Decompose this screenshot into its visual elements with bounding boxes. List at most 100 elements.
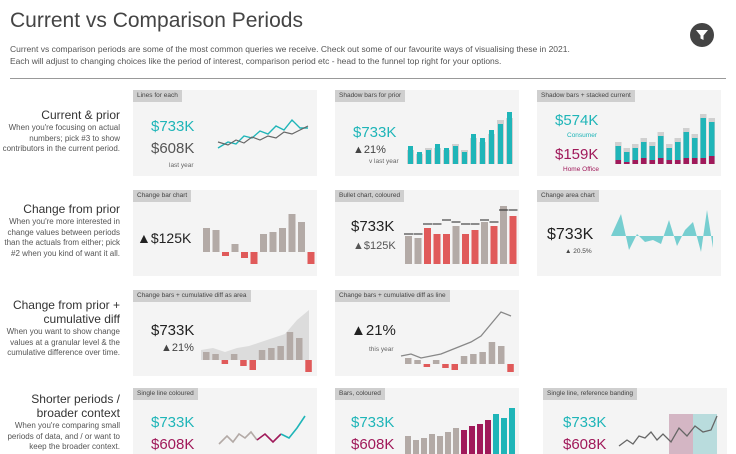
change-value: ▲21%: [161, 342, 194, 354]
change-bar: [260, 234, 267, 252]
row-subtext: When you're more interested in change va…: [4, 217, 120, 258]
consumer-bar: [692, 138, 698, 158]
bar-chart: [407, 112, 513, 164]
change-bar: [507, 364, 514, 372]
period-bar: [429, 434, 435, 454]
current-bar: [435, 144, 440, 164]
bullet-bar: [452, 226, 460, 264]
change-bar: [307, 252, 315, 264]
change-bar: [231, 244, 239, 252]
line-chart: [217, 118, 309, 149]
card-change-bar[interactable]: Change bar chart ▲$125K: [133, 190, 317, 276]
change-bar-chart: [203, 214, 315, 264]
card-tag: Lines for each: [133, 90, 182, 102]
home-office-bar: [641, 158, 647, 164]
consumer-bar: [666, 148, 672, 160]
current-bar: [444, 148, 449, 164]
card-bars-coloured[interactable]: Bars, coloured $733K $608K: [335, 388, 519, 454]
row-heading-line-2: broader context: [36, 406, 120, 420]
home-office-bar: [700, 158, 706, 164]
current-value: $733K: [351, 218, 395, 235]
period-bar: [461, 430, 467, 454]
change-bar: [203, 228, 210, 252]
prior-label: last year: [169, 162, 194, 169]
card-tag: Shadow bars + stacked current: [537, 90, 635, 102]
funnel-icon: [696, 30, 708, 40]
bullet-bar: [414, 238, 422, 264]
card-shadow-stacked[interactable]: Shadow bars + stacked current $574K Cons…: [537, 90, 721, 176]
card-tag: Bullet chart, coloured: [335, 190, 405, 202]
current-value: $733K: [353, 124, 397, 141]
bullet-bar: [509, 216, 517, 264]
change-bar: [230, 354, 238, 360]
current-bar: [507, 112, 512, 164]
consumer-bar: [675, 142, 681, 160]
card-reference-banding[interactable]: Single line, reference banding $733K $60…: [543, 388, 727, 454]
row-subtext: When you're comparing small periods of d…: [7, 421, 120, 451]
change-bar: [212, 230, 220, 252]
cumulative-line: [400, 311, 512, 359]
change-value: ▲21%: [351, 322, 396, 339]
consumer-value: $574K: [555, 112, 599, 129]
consumer-bar: [658, 136, 664, 158]
current-bar: [417, 152, 422, 164]
home-office-bar: [692, 158, 698, 164]
home-office-bar: [709, 156, 715, 164]
card-single-line-coloured[interactable]: Single line coloured $733K $608K: [133, 388, 317, 454]
consumer-bar: [649, 146, 655, 160]
home-office-bar: [666, 160, 672, 164]
consumer-bar: [709, 122, 715, 156]
card-shadow-bars[interactable]: Shadow bars for prior $733K ▲21% v last …: [335, 90, 519, 176]
row-label-change-prior: Change from prior When you're more inter…: [0, 202, 120, 259]
change-label: v last year: [369, 158, 399, 165]
current-value: $733K: [351, 414, 395, 431]
prior-value: $608K: [151, 140, 195, 157]
row-subtext: When you want to show change values at a…: [6, 327, 120, 357]
prior-value: $608K: [563, 436, 607, 453]
card-tag: Change bars + cumulative diff as line: [335, 290, 450, 302]
change-value: ▲ 20.5%: [565, 248, 592, 255]
change-bar: [451, 364, 458, 370]
change-bar: [305, 360, 312, 372]
row-label-current-prior: Current & prior When you're focusing on …: [0, 108, 120, 155]
bullet-chart: [404, 206, 518, 264]
card-tag: Single line coloured: [133, 388, 198, 400]
card-change-cumulative-area[interactable]: Change bars + cumulative diff as area $7…: [133, 290, 317, 376]
filter-button[interactable]: [690, 23, 714, 47]
change-bar: [479, 352, 486, 364]
consumer-bar: [641, 142, 647, 158]
consumer-bar: [615, 146, 621, 160]
period-bar: [453, 428, 459, 454]
current-bar: [498, 124, 503, 164]
card-change-area[interactable]: Change area chart $733K ▲ 20.5%: [537, 190, 721, 276]
change-bar: [288, 214, 296, 252]
row-heading-line-1: Change from prior +: [12, 298, 120, 312]
current-bar: [462, 152, 467, 164]
home-office-bar: [624, 162, 630, 164]
change-bar: [258, 350, 266, 360]
home-office-bar: [675, 160, 681, 164]
change-bar: [203, 352, 210, 360]
card-change-cumulative-line[interactable]: Change bars + cumulative diff as line ▲2…: [335, 290, 519, 376]
current-value: $733K: [547, 226, 594, 243]
bullet-bar: [424, 228, 431, 264]
home-office-label: Home Office: [563, 166, 600, 173]
change-bar: [432, 360, 440, 364]
row-label-change-cumulative: Change from prior + cumulative diff When…: [0, 298, 120, 359]
card-bullet-chart[interactable]: Bullet chart, coloured $733K ▲$125K: [335, 190, 519, 276]
row-heading-line-2: cumulative diff: [43, 312, 120, 326]
consumer-bar: [624, 152, 630, 162]
bullet-bar: [490, 226, 498, 264]
change-bar: [405, 358, 412, 364]
current-value: $733K: [563, 414, 607, 431]
card-lines-for-each[interactable]: Lines for each $733K $608K last year: [133, 90, 317, 176]
row-subtext: When you're focusing on actual numbers; …: [2, 123, 120, 153]
current-bar: [480, 138, 485, 164]
consumer-bar: [700, 118, 706, 158]
period-bar: [485, 420, 491, 454]
change-bar: [250, 252, 258, 264]
change-bar: [269, 232, 277, 252]
description-line-1: Current vs comparison periods are some o…: [10, 44, 570, 54]
bullet-bar: [471, 230, 479, 264]
card-tag: Shadow bars for prior: [335, 90, 406, 102]
